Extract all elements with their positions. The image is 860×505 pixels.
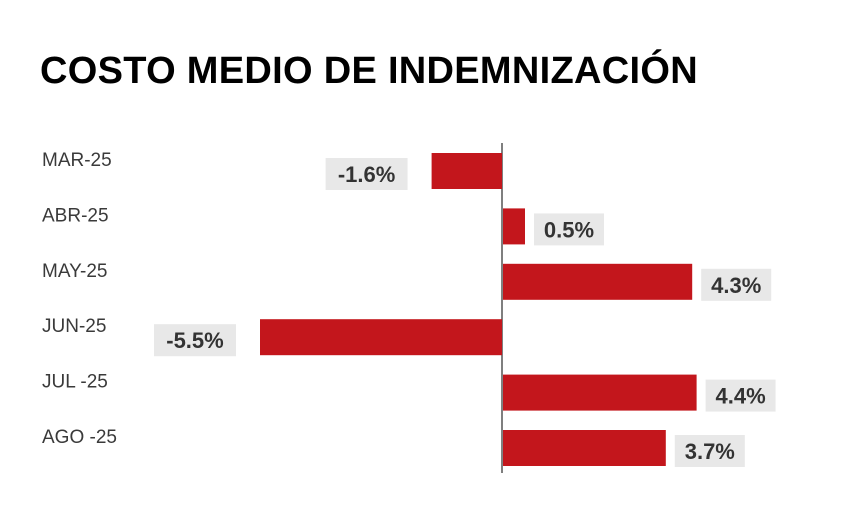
value-label-box: [705, 379, 776, 412]
value-label-box: [674, 435, 745, 467]
value-label-box: [701, 268, 772, 301]
bar: [503, 208, 525, 245]
bar: [260, 319, 502, 356]
bar: [503, 263, 693, 300]
value-label: 4.4%: [716, 384, 766, 409]
category-label: MAY-25: [42, 261, 107, 282]
value-label: 4.3%: [711, 273, 761, 298]
value-label: 0.5%: [544, 217, 594, 242]
value-label-box: [534, 213, 604, 246]
bar: [503, 430, 666, 466]
value-label: -1.6%: [338, 162, 395, 187]
bar: [431, 153, 502, 189]
value-label: 3.7%: [685, 439, 735, 464]
category-label: AGO -25: [42, 427, 117, 448]
category-label: MAR-25: [42, 150, 112, 171]
value-label-box: [325, 158, 408, 190]
chart-title: COSTO MEDIO DE INDEMNIZACIÓN: [40, 50, 698, 92]
category-label: JUN-25: [42, 316, 106, 337]
category-label: JUL -25: [42, 372, 108, 393]
value-label-box: [154, 324, 236, 357]
value-label: -5.5%: [166, 328, 223, 353]
category-label: ABR-25: [42, 205, 109, 226]
bar: [503, 374, 697, 411]
